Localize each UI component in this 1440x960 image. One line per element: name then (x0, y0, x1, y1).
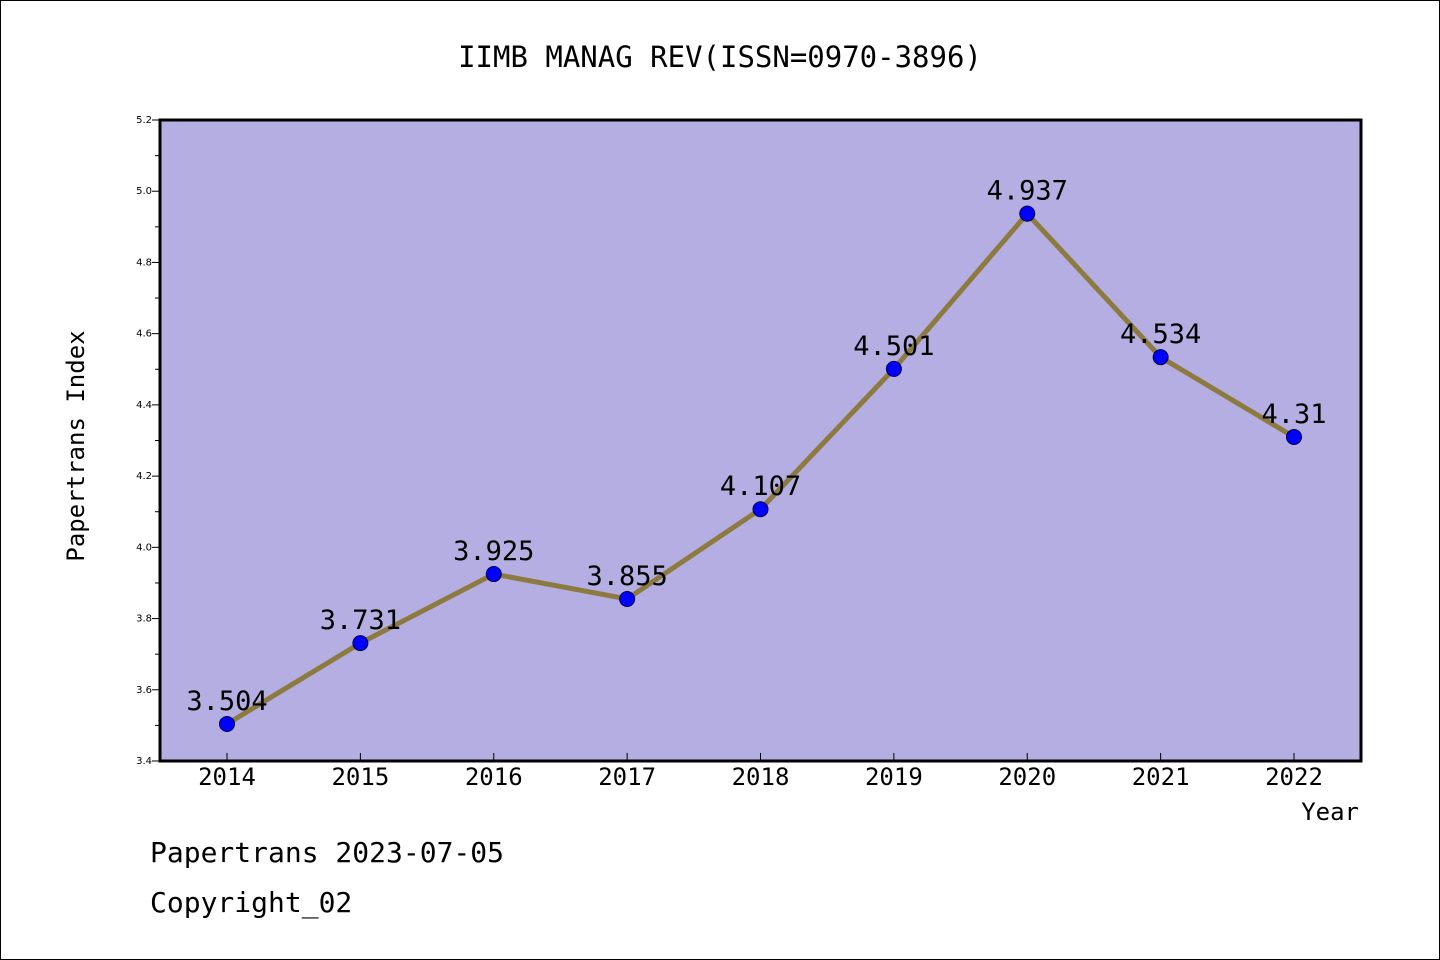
y-tick-label: 4.2 (136, 471, 152, 482)
data-point-marker (885, 360, 902, 377)
x-tick-label: 2016 (465, 763, 523, 791)
x-tick-label: 2014 (198, 763, 256, 791)
x-tick-label: 2015 (331, 763, 389, 791)
plot-area (158, 118, 1363, 763)
data-label: 4.937 (987, 176, 1068, 207)
y-tick-label: 4.4 (136, 400, 152, 411)
data-point-marker (1152, 349, 1169, 366)
x-tick-label: 2021 (1132, 763, 1190, 791)
x-tick-label: 2022 (1265, 763, 1323, 791)
data-point-marker (619, 590, 636, 607)
y-tick-label: 4.8 (136, 257, 152, 268)
y-tick-label: 3.8 (136, 614, 152, 625)
x-axis: 2014 2015 2016 2017 2018 2019 2020 2021 2022 (198, 753, 1323, 791)
x-tick-label: 2019 (865, 763, 923, 791)
data-label: 3.731 (320, 605, 401, 636)
data-point-marker (1286, 428, 1302, 445)
data-label: 3.504 (186, 686, 267, 717)
data-label: 3.855 (586, 561, 667, 592)
y-tick-label: 4.6 (136, 329, 152, 340)
data-point-marker (352, 635, 369, 652)
y-tick-label: 3.4 (136, 756, 152, 767)
y-axis-label: Papertrans Index (62, 330, 90, 561)
y-tick-label: 5.2 (136, 115, 152, 126)
chart-title: IIMB MANAG REV(ISSN=0970-3896) (458, 40, 982, 74)
data-point-marker (219, 715, 235, 732)
x-axis-label: Year (1301, 798, 1359, 826)
x-tick-label: 2020 (998, 763, 1056, 791)
data-label: 4.31 (1261, 399, 1326, 430)
data-label: 4.107 (720, 471, 801, 502)
data-point-marker (752, 501, 769, 518)
y-tick-label: 4.0 (136, 542, 152, 553)
data-label: 4.501 (853, 331, 934, 362)
y-axis: 3.4 3.6 3.8 4.0 4.2 4.4 4.6 4.8 5.0 5.2 (136, 115, 160, 767)
footer-copyright: Copyright_02 (150, 886, 353, 919)
data-label: 4.534 (1120, 319, 1201, 350)
y-tick-label: 3.6 (136, 685, 152, 696)
data-label: 3.925 (453, 536, 534, 567)
x-tick-label: 2017 (598, 763, 656, 791)
data-point-marker (1019, 205, 1036, 222)
series-line-group: 3.504 3.731 3.925 3.855 4.107 4.501 4.937 4.534… (186, 176, 1327, 732)
x-tick-label: 2018 (732, 763, 790, 791)
data-point-marker (485, 566, 502, 583)
footer-date: Papertrans 2023-07-05 (150, 836, 505, 869)
y-tick-label: 5.0 (136, 186, 152, 197)
